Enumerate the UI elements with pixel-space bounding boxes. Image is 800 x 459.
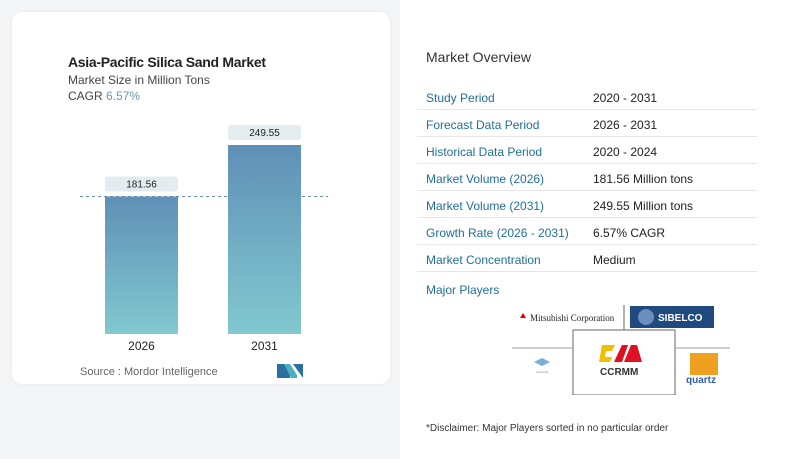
data-label: 249.55 xyxy=(249,128,280,139)
svg-text:Mitsubishi Corporation: Mitsubishi Corporation xyxy=(530,313,615,323)
overview-panel xyxy=(400,0,800,459)
data-label: 181.56 xyxy=(126,179,157,190)
overview-row: Market Concentration Medium xyxy=(417,246,757,272)
chart-title: Asia-Pacific Silica Sand Market xyxy=(68,54,266,70)
overview-row: Growth Rate (2026 - 2031) 6.57% CAGR xyxy=(417,219,757,245)
data-label-bg xyxy=(228,125,301,140)
overview-row: Forecast Data Period 2026 - 2031 xyxy=(417,111,757,137)
svg-text:SIBELCO: SIBELCO xyxy=(658,313,703,324)
cagr-label: CAGR xyxy=(68,89,103,103)
cagr-value: 6.57% xyxy=(106,89,141,103)
mitsubishi-logo: Mitsubishi Corporation xyxy=(520,313,615,323)
row-label: Growth Rate (2026 - 2031) xyxy=(426,226,569,240)
row-value: 249.55 Million tons xyxy=(593,199,694,213)
chart-card xyxy=(12,12,390,384)
row-value: 2020 - 2024 xyxy=(593,145,658,159)
source: Source : Mordor Intelligence xyxy=(80,366,218,378)
disclaimer: *Disclaimer: Major Players sorted in no … xyxy=(426,423,669,434)
overview-row: Market Volume (2031) 249.55 Million tons xyxy=(417,192,757,218)
vitrosuds-logo: vitrosuds xyxy=(534,358,550,374)
overview-row: Historical Data Period 2020 - 2024 xyxy=(417,138,757,164)
bar-chart: 181.56 2026 249.55 2031 xyxy=(80,125,328,353)
quartz-logo: quartz xyxy=(686,353,718,386)
row-label: Market Concentration xyxy=(426,253,541,267)
row-label: Market Volume (2026) xyxy=(426,172,545,186)
overview-row: Market Volume (2026) 181.56 Million tons xyxy=(417,165,757,191)
row-label: Market Volume (2031) xyxy=(426,199,545,213)
sibelco-logo: SIBELCO xyxy=(630,306,714,328)
cagr: CAGR 6.57% xyxy=(68,89,140,103)
major-players-logos: Mitsubishi Corporation SIBELCO CCRMM qua… xyxy=(512,305,730,395)
row-label: Forecast Data Period xyxy=(426,118,540,132)
ccrmm-logo: CCRMM xyxy=(599,345,642,378)
overview-row: Study Period 2020 - 2031 xyxy=(417,84,757,110)
data-label-bg xyxy=(105,176,178,192)
chart-subtitle: Market Size in Million Tons xyxy=(68,73,210,87)
svg-text:vitrosuds: vitrosuds xyxy=(536,370,549,374)
x-tick-label: 2031 xyxy=(251,339,278,353)
row-value: Medium xyxy=(593,253,636,267)
bar-2031 xyxy=(228,145,301,334)
row-label: Study Period xyxy=(426,91,495,105)
row-value: 2020 - 2031 xyxy=(593,91,658,105)
mordor-logo-icon xyxy=(277,364,303,378)
row-value: 6.57% CAGR xyxy=(593,226,666,240)
bar-2026 xyxy=(105,196,178,334)
x-tick-label: 2026 xyxy=(128,339,155,353)
major-players-label: Major Players xyxy=(426,283,500,297)
row-label: Historical Data Period xyxy=(426,145,543,159)
svg-text:quartz: quartz xyxy=(686,375,716,386)
row-value: 2026 - 2031 xyxy=(593,118,658,132)
row-value: 181.56 Million tons xyxy=(593,172,694,186)
svg-text:CCRMM: CCRMM xyxy=(600,367,638,378)
overview-title: Market Overview xyxy=(426,49,532,65)
